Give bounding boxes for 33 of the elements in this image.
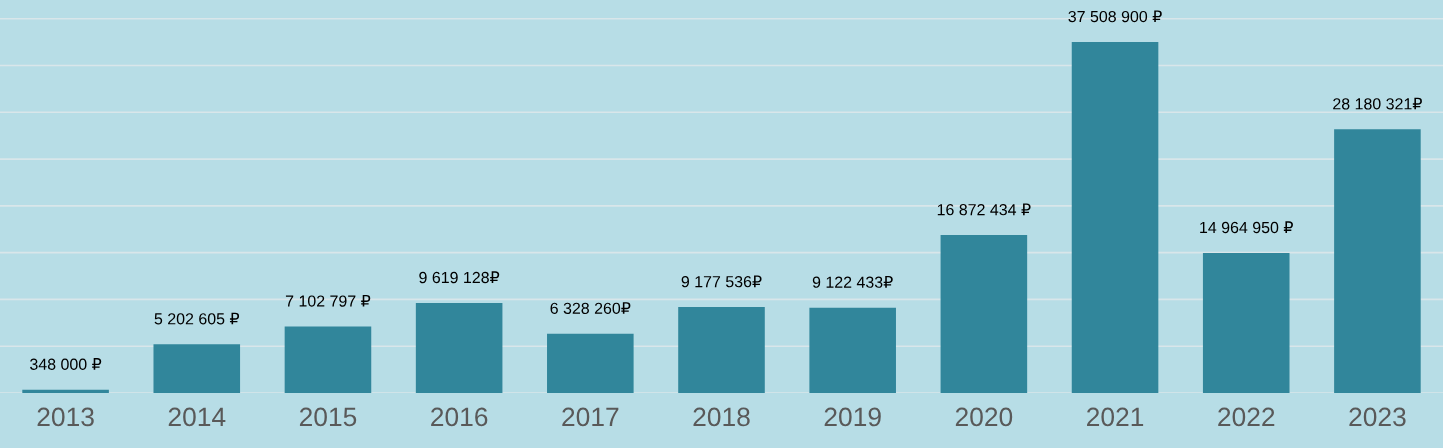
data-label: 37 508 900 ₽	[1068, 10, 1162, 23]
x-tick-label: 2016	[431, 407, 488, 427]
data-label: 348 000 ₽	[30, 358, 102, 370]
data-label: 16 872 434 ₽	[937, 203, 1031, 216]
bar	[22, 389, 109, 393]
data-label: 5 202 605 ₽	[154, 312, 240, 325]
x-tick-label: 2018	[693, 407, 750, 427]
x-tick-label: 2015	[299, 407, 357, 427]
data-label: 9 177 536₽	[681, 275, 762, 288]
x-tick-label: 2013	[37, 407, 94, 427]
bar	[809, 307, 896, 393]
x-tick-label: 2014	[168, 407, 226, 427]
data-label: 9 122 433₽	[812, 276, 893, 288]
x-tick-label: 2019	[824, 407, 881, 427]
x-tick-label: 2023	[1349, 407, 1406, 427]
bar	[1334, 129, 1421, 393]
data-label: 14 964 950 ₽	[1200, 221, 1293, 234]
data-label: 6 328 260₽	[550, 302, 631, 314]
bar	[1071, 42, 1159, 393]
x-tick-label: 2020	[955, 407, 1013, 427]
bar	[1202, 252, 1290, 393]
x-tick-label: 2022	[1218, 407, 1275, 427]
bar	[547, 333, 634, 393]
data-label: 7 102 797 ₽	[285, 294, 371, 307]
bar	[678, 307, 765, 393]
bar	[153, 344, 241, 393]
bar	[415, 302, 503, 393]
bar	[284, 326, 372, 393]
x-tick-label: 2021	[1087, 407, 1144, 427]
bar	[940, 235, 1028, 393]
data-label: 9 619 128₽	[419, 271, 500, 284]
x-tick-label: 2017	[562, 407, 619, 427]
data-label: 28 180 321₽	[1333, 97, 1422, 110]
